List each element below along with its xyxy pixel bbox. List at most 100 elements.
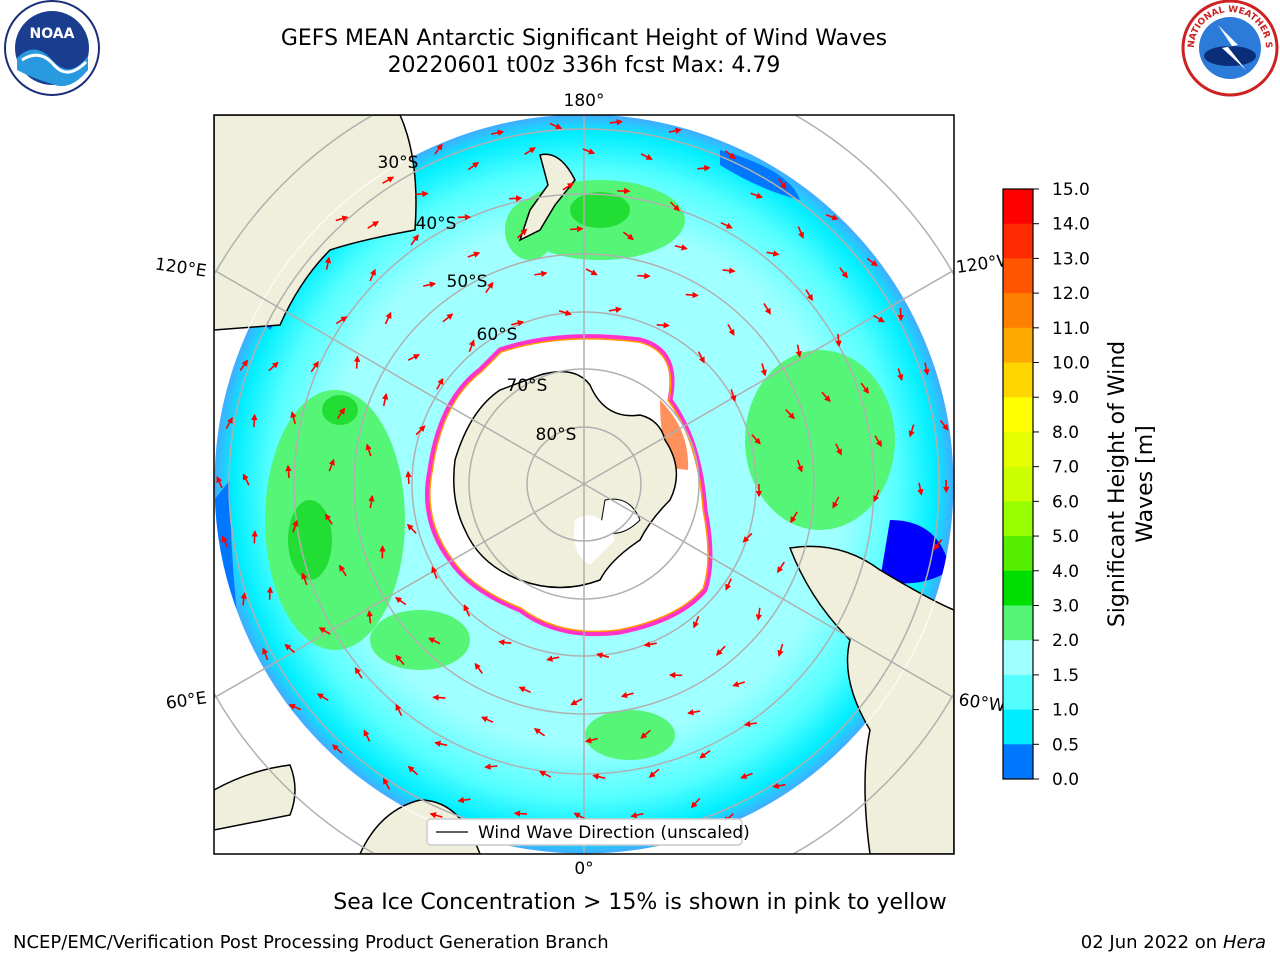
- wind-arrow: [485, 281, 494, 294]
- colorbar-swatch: [1003, 466, 1033, 502]
- wind-arrow: [640, 153, 653, 160]
- south-africa-land: [214, 764, 296, 831]
- wind-arrow: [562, 182, 575, 191]
- wind-arrow: [301, 572, 308, 586]
- colorbar-swatch: [1003, 640, 1033, 676]
- wind-arrow: [410, 234, 419, 246]
- lon-label-60w: 60°W: [957, 690, 1006, 716]
- antarctica-land: [453, 370, 678, 589]
- wind-arrow: [797, 226, 804, 239]
- lat-label-60s: 60°S: [477, 325, 518, 345]
- wind-arrow: [310, 361, 319, 373]
- wind-arrow: [429, 812, 443, 819]
- wind-arrow: [751, 434, 761, 445]
- wind-arrow: [643, 641, 657, 648]
- lon-label-60e: 60°E: [165, 688, 208, 713]
- nws-logo-text: NATIONAL WEATHER SERVICE: [0, 0, 1273, 49]
- wind-arrow: [366, 610, 373, 624]
- wind-arrow: [328, 458, 335, 472]
- wind-arrow: [697, 351, 705, 364]
- wind-arrow: [216, 475, 223, 489]
- wind-arrow: [687, 709, 701, 716]
- wind-arrow: [292, 519, 299, 533]
- lon-label-0: 0°: [574, 859, 593, 879]
- date-line: 02 Jun 2022 on Hera: [1081, 932, 1266, 953]
- wind-arrow: [860, 382, 870, 394]
- wind-arrow: [268, 361, 279, 372]
- wind-arrow: [546, 655, 560, 662]
- wind-arrow: [368, 494, 375, 509]
- colorbar-tick-label: 0.0: [1052, 770, 1079, 790]
- wind-arrow: [394, 596, 407, 606]
- colorbar-label-line: Waves [m]: [1133, 425, 1158, 542]
- wind-arrow: [725, 150, 736, 160]
- wind-arrow: [732, 680, 746, 688]
- lat-label-70s: 70°S: [507, 376, 548, 396]
- wind-arrow: [242, 473, 250, 486]
- wind-arrow: [509, 195, 523, 202]
- wind-arrow: [866, 257, 878, 267]
- wind-arrow: [832, 496, 840, 509]
- wind-arrow: [777, 643, 784, 657]
- colorbar-swatch: [1003, 605, 1033, 641]
- wind-arrow: [570, 698, 583, 706]
- wind-arrow: [608, 306, 623, 313]
- wind-arrow: [933, 539, 943, 551]
- wind-arrow: [405, 470, 412, 485]
- wind-arrow: [474, 662, 483, 674]
- wind-arrow: [382, 392, 389, 407]
- wind-arrow: [467, 161, 480, 171]
- wind-arrow: [336, 407, 346, 419]
- colorbar-tick-label: 8.0: [1052, 423, 1079, 443]
- wind-arrow: [480, 716, 494, 723]
- wind-arrow: [498, 639, 512, 646]
- wind-arrow: [240, 592, 247, 606]
- wind-arrow: [609, 118, 623, 126]
- wind-arrow: [434, 143, 443, 155]
- colorbar-label: Significant Height of Wind Waves [m]: [1105, 341, 1158, 627]
- wind-arrow: [382, 176, 395, 184]
- wind-arrow: [484, 763, 498, 770]
- wind-arrow: [549, 122, 563, 130]
- wind-arrow: [524, 147, 536, 155]
- colorbar-tick-label: 2.0: [1052, 631, 1079, 651]
- colorbar-tick-label: 4.0: [1052, 562, 1079, 582]
- wind-arrows: [216, 118, 950, 847]
- wind-arrow: [538, 770, 552, 778]
- wind-arrow: [436, 377, 444, 390]
- wind-arrow: [825, 214, 839, 221]
- wind-arrow: [428, 637, 441, 645]
- lon-label-120e: 120°E: [154, 255, 208, 282]
- wind-arrow: [415, 190, 429, 198]
- wind-arrow: [897, 308, 904, 322]
- wind-arrow: [637, 272, 651, 280]
- wind-arrow: [467, 251, 481, 258]
- colorbar-tick-label: 1.5: [1052, 666, 1079, 686]
- wind-arrow: [730, 389, 737, 403]
- wind-arrow: [534, 270, 548, 277]
- wind-arrow: [668, 127, 682, 134]
- wind-arrow: [777, 178, 787, 190]
- colorbar-swatch: [1003, 674, 1033, 711]
- wind-arrow: [795, 344, 802, 358]
- wind-arrow: [353, 355, 361, 369]
- chart-subtitle: 20220601 t00z 336h fcst Max: 4.79: [387, 53, 781, 78]
- wind-arrow: [382, 777, 391, 790]
- lat-label-30s: 30°S: [378, 153, 419, 173]
- wind-arrow: [693, 615, 700, 629]
- date-host: Hera: [1222, 932, 1266, 953]
- colorbar-swatch: [1003, 327, 1033, 364]
- lat-label-40s: 40°S: [416, 214, 457, 234]
- sea-ice-note: Sea Ice Concentration > 15% is shown in …: [333, 890, 947, 915]
- wind-arrow: [225, 416, 233, 429]
- noaa-logo: NOAA: [4, 0, 100, 96]
- wind-arrow: [511, 320, 525, 327]
- wind-arrow: [585, 268, 598, 276]
- wind-arrow: [720, 221, 733, 229]
- wind-arrow: [742, 532, 753, 543]
- colorbar: 15.0 14.0 13.0 12.0 11.0 10.0 9.0 8.0 7.0 6.0 5.0 4…: [1002, 180, 1090, 790]
- map-border: [213, 114, 955, 855]
- wind-arrow: [324, 513, 333, 525]
- wind-arrow: [917, 482, 924, 496]
